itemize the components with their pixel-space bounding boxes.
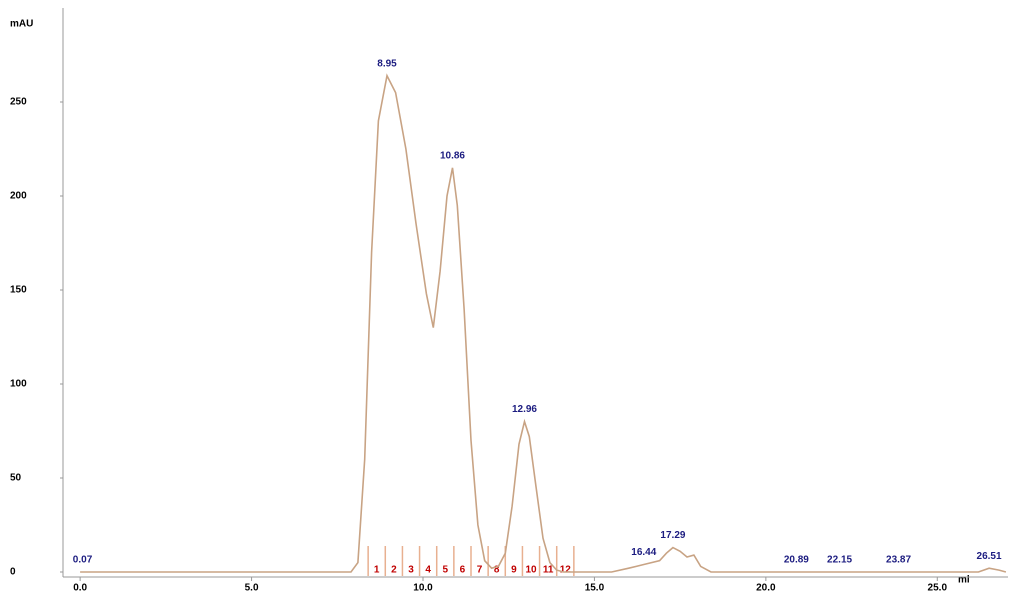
x-tick-label: 15.0: [585, 583, 605, 594]
peak-label: 10.86: [440, 150, 465, 161]
fraction-label: 5: [443, 565, 449, 576]
peak-label: 23.87: [886, 555, 911, 566]
y-axis-label: mAU: [10, 19, 33, 30]
peak-label: 0.07: [73, 555, 93, 566]
x-tick-label: 20.0: [756, 583, 776, 594]
x-tick-label: 5.0: [245, 583, 259, 594]
x-tick-label: 0.0: [73, 583, 87, 594]
x-tick-label: 25.0: [928, 583, 948, 594]
fraction-label: 9: [511, 565, 517, 576]
fraction-label: 11: [543, 565, 554, 576]
x-tick-label: 10.0: [413, 583, 433, 594]
peak-label: 12.96: [512, 404, 537, 415]
peak-label: 20.89: [784, 555, 809, 566]
fraction-label: 8: [494, 565, 500, 576]
y-tick-label: 0: [10, 567, 16, 578]
peak-label: 8.95: [377, 58, 397, 69]
chromatogram-line: [80, 73, 1007, 573]
fraction-label: 7: [477, 565, 483, 576]
fraction-label: 1: [374, 565, 380, 576]
fraction-label: 3: [408, 565, 414, 576]
fraction-label: 6: [460, 565, 466, 576]
peak-label: 17.29: [660, 530, 685, 541]
y-tick-label: 200: [10, 191, 27, 202]
y-tick-label: 50: [10, 473, 22, 484]
y-tick-label: 250: [10, 97, 27, 108]
peak-label: 26.51: [977, 551, 1002, 562]
fraction-label: 10: [525, 565, 537, 576]
fraction-label: 2: [391, 565, 397, 576]
x-axis-label: ml: [958, 575, 970, 586]
peak-label: 16.44: [631, 547, 656, 558]
peak-label: 22.15: [827, 555, 852, 566]
y-tick-label: 100: [10, 379, 27, 390]
fraction-label: 12: [560, 565, 572, 576]
y-tick-label: 150: [10, 285, 27, 296]
fraction-label: 4: [425, 565, 431, 576]
